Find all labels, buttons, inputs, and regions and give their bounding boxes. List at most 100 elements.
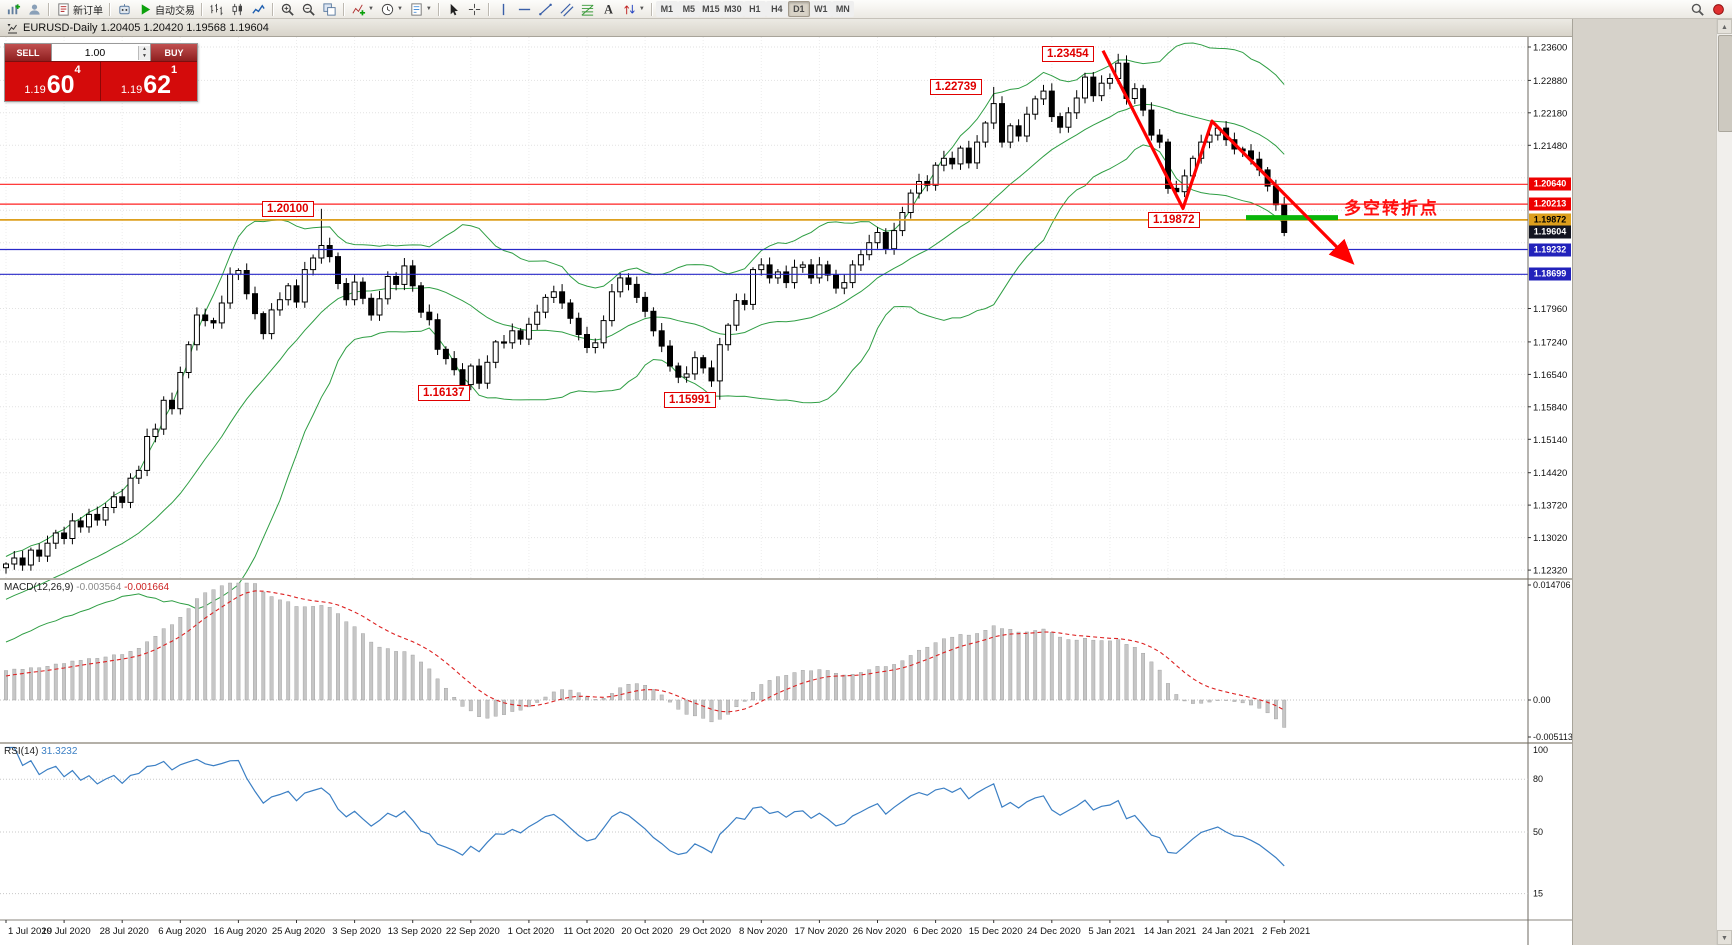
- trend-arrow-object[interactable]: [1101, 49, 1355, 265]
- expert-advisors-button[interactable]: [114, 1, 135, 18]
- timeframe-m15-button[interactable]: M15: [699, 1, 722, 17]
- price-annotation[interactable]: 1.16137: [418, 385, 470, 402]
- tile-icon: [322, 2, 337, 17]
- status-dot-button[interactable]: [1708, 1, 1729, 18]
- chart-window-titlebar[interactable]: EURUSD-Daily 1.20405 1.20420 1.19568 1.1…: [0, 19, 1572, 37]
- horizontal-line-tool-button[interactable]: [514, 1, 535, 18]
- fibo-icon: [580, 2, 595, 17]
- main-toolbar: 新订单 自动交易 ▼ ▼ ▼ ▼ M1 M5 M15 M30 H1 H4 D1 W1 MN: [0, 0, 1732, 19]
- stepper-down-icon[interactable]: ▼: [139, 52, 150, 60]
- timeframe-h1-button[interactable]: H1: [743, 1, 766, 17]
- scroll-up-icon[interactable]: ▲: [1717, 19, 1732, 34]
- cursor-tool-button[interactable]: [443, 1, 464, 18]
- hline-icon: [517, 2, 532, 17]
- svg-text:1.12320: 1.12320: [1533, 566, 1567, 577]
- timeframe-m1-button[interactable]: M1: [655, 1, 678, 17]
- svg-text:19 Jul 2020: 19 Jul 2020: [42, 926, 91, 937]
- svg-text:5 Jan 2021: 5 Jan 2021: [1088, 926, 1135, 937]
- arrows-tool-button[interactable]: ▼: [619, 1, 648, 18]
- line-chart-mode-button[interactable]: [248, 1, 269, 18]
- candle-chart-mode-button[interactable]: [227, 1, 248, 18]
- new-order-button[interactable]: 新订单: [53, 1, 106, 18]
- price-chart-canvas[interactable]: 1.23600 1.22880 1.22180 1.21480 1.17960 1.172…: [0, 37, 1572, 945]
- sell-price-big: 60: [46, 71, 75, 99]
- bars-icon: [209, 2, 224, 17]
- vline-icon: [496, 2, 511, 17]
- timeframe-w1-button[interactable]: W1: [809, 1, 832, 17]
- scroll-down-icon[interactable]: ▼: [1717, 930, 1732, 945]
- price-annotation[interactable]: 1.22739: [930, 78, 982, 95]
- hline-price-badge: 1.19872: [1529, 213, 1571, 227]
- stepper-up-icon[interactable]: ▲: [139, 45, 150, 53]
- bar-chart-mode-button[interactable]: [206, 1, 227, 18]
- toolbar-separator: [487, 2, 490, 16]
- toolbar-separator: [272, 2, 274, 16]
- svg-text:0.014706: 0.014706: [1533, 580, 1571, 590]
- svg-text:22 Sep 2020: 22 Sep 2020: [446, 926, 500, 937]
- indicators-button[interactable]: ▼: [348, 1, 377, 18]
- new-chart-button[interactable]: [3, 1, 24, 18]
- vertical-line-tool-button[interactable]: [493, 1, 514, 18]
- cursor-icon: [446, 2, 461, 17]
- fibonacci-tool-button[interactable]: [577, 1, 598, 18]
- svg-text:100: 100: [1533, 745, 1548, 755]
- text-tool-button[interactable]: [598, 1, 619, 18]
- timeframe-h4-button[interactable]: H4: [765, 1, 788, 17]
- svg-text:16 Aug 2020: 16 Aug 2020: [214, 926, 267, 937]
- price-annotation[interactable]: 1.20100: [262, 201, 314, 218]
- svg-text:1.21480: 1.21480: [1533, 141, 1567, 152]
- vertical-scrollbar[interactable]: ▲ ▼: [1716, 19, 1732, 945]
- zoom-in-button[interactable]: [277, 1, 298, 18]
- one-click-trading-panel: SELL ▲▼ BUY 1.19 60 4 1.19 62 1: [4, 43, 198, 102]
- tile-windows-button[interactable]: [319, 1, 340, 18]
- toolbar-separator: [343, 2, 345, 16]
- search-button[interactable]: [1687, 1, 1708, 18]
- sell-price-panel[interactable]: 1.19 60 4: [5, 62, 101, 101]
- lot-size-field[interactable]: ▲▼: [51, 44, 151, 61]
- zoomin-icon: [280, 2, 295, 17]
- templates-button[interactable]: ▼: [406, 1, 435, 18]
- bollinger-middle-band: [5, 103, 1285, 600]
- toolbar-separator: [437, 2, 440, 16]
- svg-text:1 Jul 2020: 1 Jul 2020: [8, 926, 52, 937]
- toolbar-separator: [650, 2, 653, 16]
- cross-icon: [467, 2, 482, 17]
- crosshair-tool-button[interactable]: [464, 1, 485, 18]
- svg-text:1.13720: 1.13720: [1533, 501, 1567, 512]
- buy-price-panel[interactable]: 1.19 62 1: [101, 62, 197, 101]
- timeframe-d1-button[interactable]: D1: [787, 1, 810, 17]
- svg-text:11 Oct 2020: 11 Oct 2020: [563, 926, 614, 937]
- timeframe-mn-button[interactable]: MN: [831, 1, 854, 17]
- channel-tool-button[interactable]: [556, 1, 577, 18]
- lot-size-stepper[interactable]: ▲ ▼: [138, 45, 150, 60]
- chart-window-title: EURUSD-Daily 1.20405 1.20420 1.19568 1.1…: [23, 21, 269, 34]
- chart-area[interactable]: 1.23600 1.22880 1.22180 1.21480 1.17960 1.172…: [0, 37, 1572, 945]
- profiles-button[interactable]: [24, 1, 45, 18]
- svg-text:26 Nov 2020: 26 Nov 2020: [853, 926, 907, 937]
- price-annotation[interactable]: 1.15991: [664, 391, 716, 408]
- trendline-tool-button[interactable]: [535, 1, 556, 18]
- buy-price-prefix: 1.19: [120, 84, 143, 96]
- autotrading-button[interactable]: 自动交易: [135, 1, 198, 18]
- svg-text:80: 80: [1533, 774, 1543, 784]
- price-annotation[interactable]: 1.19872: [1148, 211, 1200, 228]
- turning-point-note[interactable]: 多空转折点: [1344, 198, 1439, 218]
- scrollbar-thumb[interactable]: [1718, 35, 1732, 132]
- zoom-out-button[interactable]: [298, 1, 319, 18]
- svg-text:29 Oct 2020: 29 Oct 2020: [679, 926, 731, 937]
- periods-button[interactable]: ▼: [377, 1, 406, 18]
- svg-text:1 Oct 2020: 1 Oct 2020: [508, 926, 554, 937]
- buy-button[interactable]: BUY: [151, 44, 197, 61]
- svg-text:2 Feb 2021: 2 Feb 2021: [1262, 926, 1310, 937]
- timeframe-m5-button[interactable]: M5: [677, 1, 700, 17]
- timeframe-m30-button[interactable]: M30: [721, 1, 744, 17]
- svg-text:1.14420: 1.14420: [1533, 468, 1567, 479]
- sell-button[interactable]: SELL: [5, 44, 51, 61]
- svg-text:1.16540: 1.16540: [1533, 370, 1567, 381]
- indicator-icon: [351, 2, 366, 17]
- price-annotation[interactable]: 1.23454: [1042, 45, 1094, 62]
- sell-price-prefix: 1.19: [24, 84, 46, 96]
- lot-size-input[interactable]: [52, 45, 138, 60]
- chart-window-icon: [7, 23, 17, 33]
